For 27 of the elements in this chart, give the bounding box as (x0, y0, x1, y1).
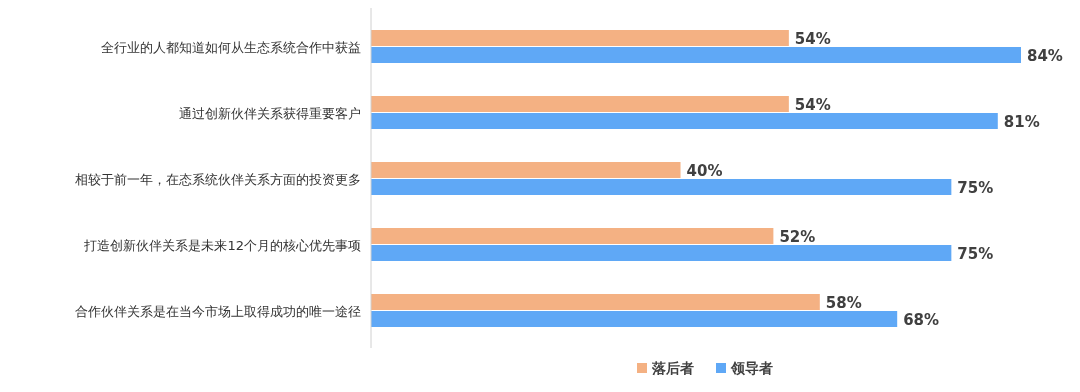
bar (371, 294, 820, 310)
bar (371, 162, 681, 178)
data-label: 75% (957, 245, 994, 263)
data-label: 52% (779, 228, 816, 246)
data-label: 54% (794, 96, 831, 114)
bar (371, 113, 998, 129)
data-label: 75% (957, 179, 994, 197)
y-tick-label: 合作伙伴关系是在当今市场上取得成功的唯一途径 (75, 304, 361, 319)
y-tick-label: 全行业的人都知道如何从生态系统合作中获益 (101, 40, 361, 55)
bar (371, 311, 898, 327)
data-label: 68% (903, 311, 940, 329)
legend-label: 落后者 (651, 360, 694, 376)
y-tick-label: 打造创新伙伴关系是未来12个月的核心优先事项 (83, 238, 361, 253)
bar (371, 47, 1021, 63)
data-label: 81% (1003, 113, 1040, 131)
bar (371, 96, 789, 112)
data-label: 84% (1027, 47, 1063, 65)
bar (371, 30, 789, 46)
y-tick-label: 相较于前一年，在态系统伙伴关系方面的投资更多 (75, 172, 361, 187)
bar (371, 245, 952, 261)
data-label: 40% (686, 162, 723, 180)
data-label: 54% (794, 30, 831, 48)
data-label: 58% (825, 294, 862, 312)
y-tick-label: 通过创新伙伴关系获得重要客户 (179, 106, 361, 121)
legend-label: 领导者 (730, 360, 773, 376)
bar (371, 179, 952, 195)
bar (371, 228, 774, 244)
